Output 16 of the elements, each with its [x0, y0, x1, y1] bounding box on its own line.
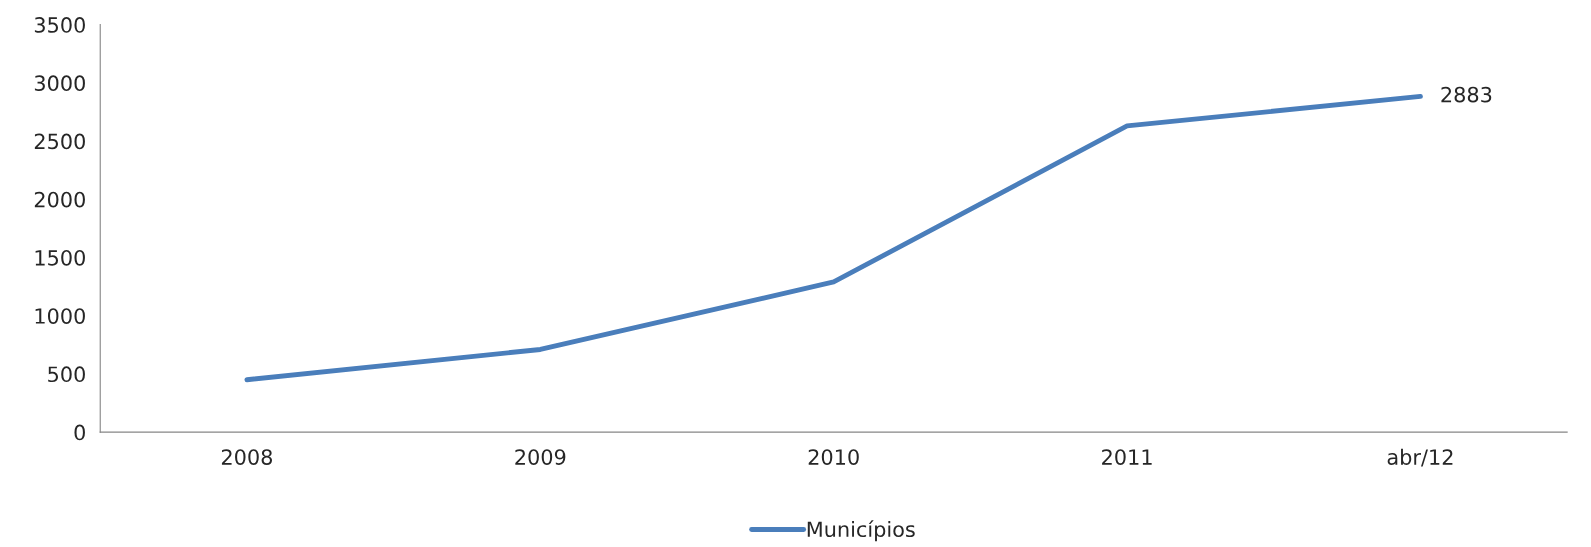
- x-tick-label: abr/12: [1387, 448, 1453, 467]
- y-tick-label: 2000: [34, 191, 85, 208]
- x-tick-label: 2009: [515, 449, 566, 465]
- x-tick-label: 2010: [808, 449, 859, 465]
- legend-label: Municípios: [807, 520, 915, 542]
- y-tick-label: 1500: [35, 249, 85, 266]
- x-tick-label: 2011: [1102, 449, 1152, 465]
- y-tick-label: 0: [74, 424, 85, 441]
- y-tick-label: 1000: [35, 308, 85, 324]
- data-label: 2883: [1441, 86, 1492, 103]
- y-tick-label: 3000: [34, 75, 85, 92]
- x-tick-label: 2008: [221, 449, 273, 465]
- y-tick-label: 3500: [34, 17, 85, 33]
- y-tick-label: 2500: [34, 133, 85, 150]
- y-tick-label: 500: [48, 366, 85, 383]
- line-series: [244, 94, 1423, 383]
